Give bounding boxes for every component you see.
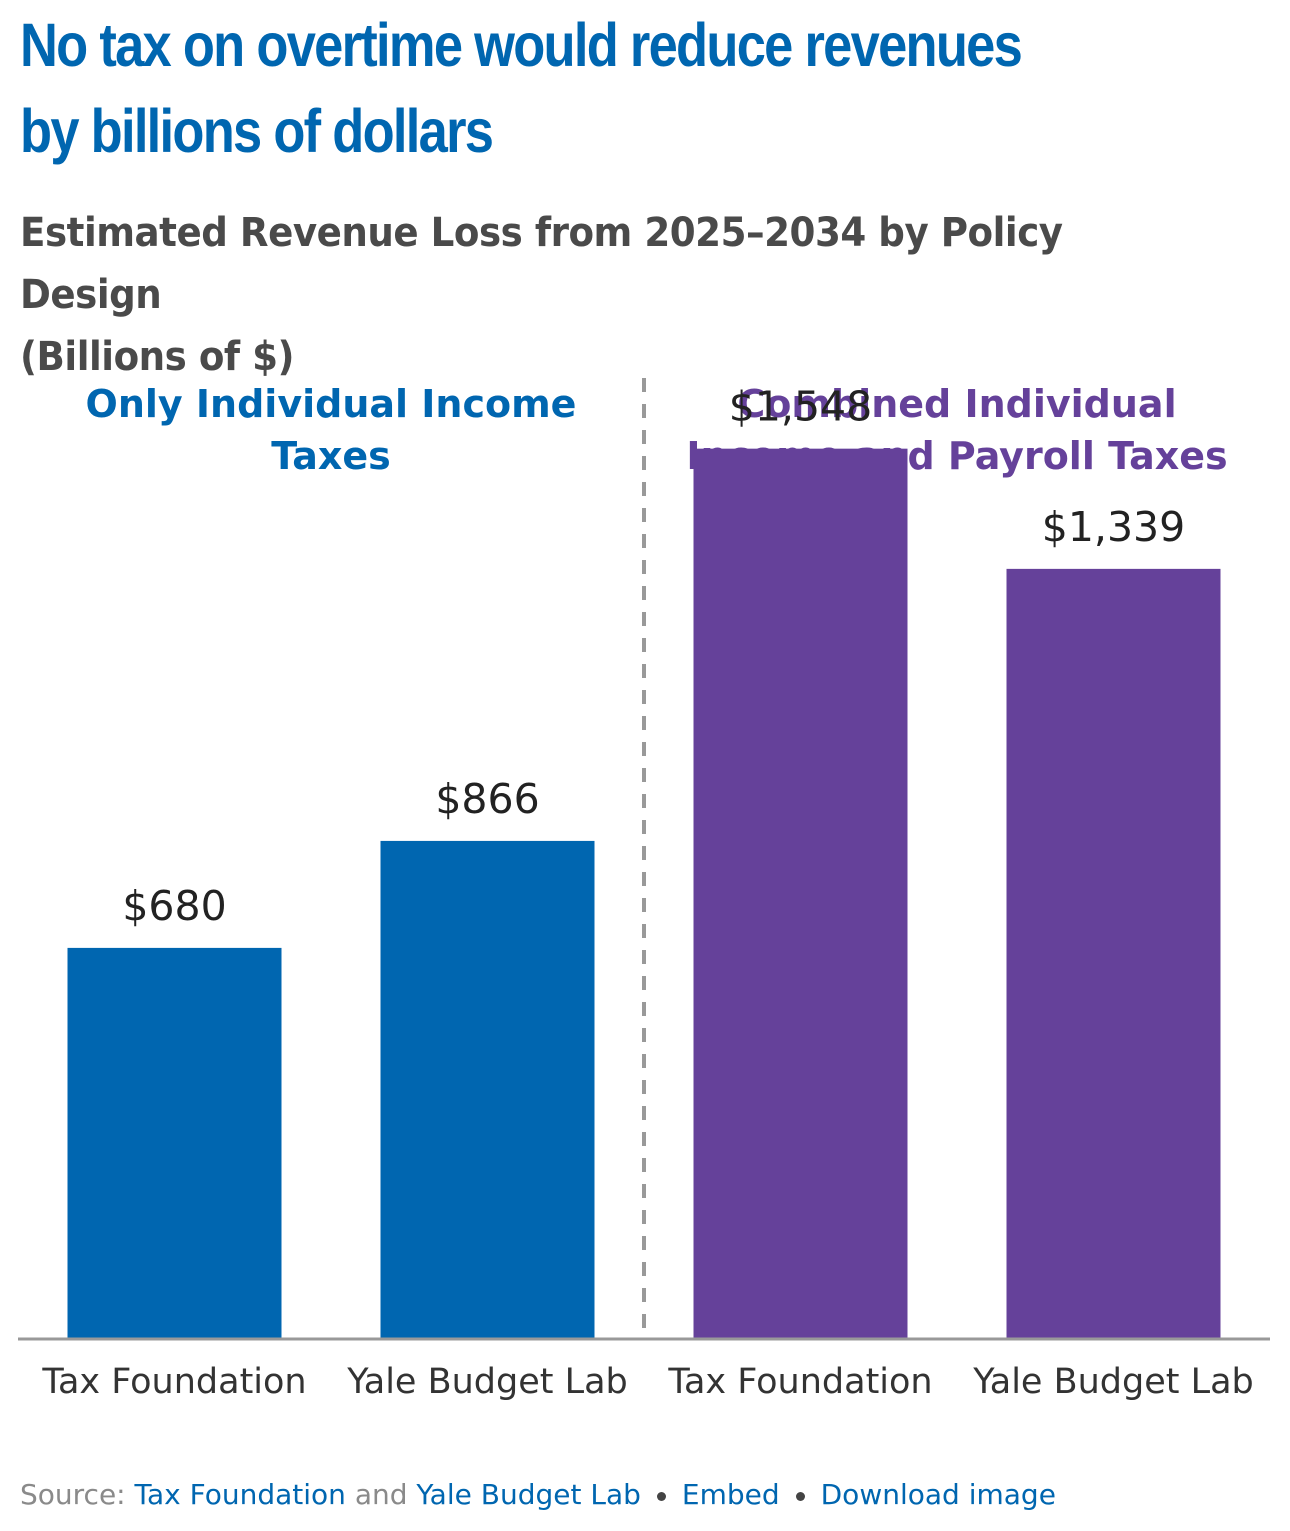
- group-label-2-line-1: Combined Individual: [737, 382, 1176, 426]
- value-label-group2-1: $1,548: [729, 383, 872, 431]
- category-label-group1-2: Yale Budget Lab: [346, 1362, 628, 1402]
- bar-group2-1: [693, 448, 908, 1339]
- category-label-group2-1: Tax Foundation: [667, 1362, 932, 1402]
- category-label-group1-1: Tax Foundation: [41, 1362, 306, 1402]
- subtitle-line-2: (Billions of $): [20, 334, 295, 380]
- source-link-yale-budget-lab[interactable]: Yale Budget Lab: [416, 1478, 641, 1511]
- subtitle-line-1: Estimated Revenue Loss from 2025–2034 by…: [20, 210, 1063, 318]
- download-image-link[interactable]: Download image: [820, 1478, 1056, 1511]
- source-and-text: and: [354, 1478, 408, 1511]
- headline-line-1: No tax on overtime would reduce revenues: [20, 11, 1023, 79]
- bar-group2-2: [1006, 568, 1221, 1339]
- headline-line-2: by billions of dollars: [20, 97, 494, 165]
- source-footer: Source: Tax Foundation and Yale Budget L…: [20, 1478, 1056, 1511]
- embed-link[interactable]: Embed: [681, 1478, 780, 1511]
- group-label-1-line-2: Taxes: [271, 434, 391, 478]
- chart-headline: No tax on overtime would reduce revenues…: [20, 2, 1095, 174]
- value-label-group2-2: $1,339: [1042, 503, 1185, 551]
- bar-group1-1: [67, 947, 282, 1339]
- source-prefix: Source:: [20, 1478, 126, 1511]
- source-link-tax-foundation[interactable]: Tax Foundation: [134, 1478, 346, 1511]
- bullet-separator-2: [795, 1491, 805, 1501]
- category-label-group2-2: Yale Budget Lab: [972, 1362, 1254, 1402]
- bullet-separator-1: [656, 1491, 666, 1501]
- value-label-group1-1: $680: [122, 882, 226, 930]
- bar-chart: Only Individual Income Taxes Combined Indi…: [18, 378, 1270, 1402]
- value-label-group1-2: $866: [435, 775, 539, 823]
- group-label-1-line-1: Only Individual Income: [86, 382, 577, 426]
- chart-subtitle: Estimated Revenue Loss from 2025–2034 by…: [20, 202, 1192, 388]
- bar-group1-2: [380, 840, 595, 1339]
